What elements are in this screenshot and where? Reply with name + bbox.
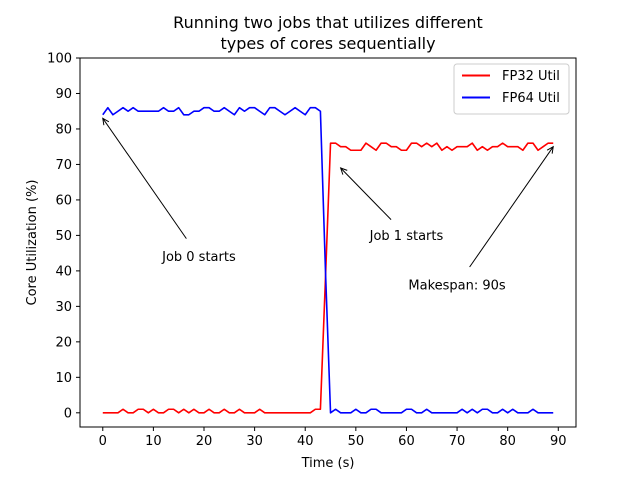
y-tick-label: 40 <box>55 264 72 279</box>
legend-label-fp64: FP64 Util <box>502 91 560 106</box>
annotation-label: Job 1 starts <box>369 229 444 244</box>
chart-title-line-1: Running two jobs that utilizes different <box>173 13 483 32</box>
x-tick-label: 0 <box>99 434 107 449</box>
x-tick-label: 90 <box>550 434 567 449</box>
legend-label-fp32: FP32 Util <box>502 69 560 84</box>
y-tick-label: 50 <box>55 229 72 244</box>
y-tick-label: 0 <box>64 406 72 421</box>
x-axis-ticks: 0 10 20 30 40 50 60 70 80 90 <box>99 427 567 449</box>
annotation-arrow <box>340 167 392 221</box>
annotation-arrowhead <box>339 167 348 175</box>
x-tick-label: 10 <box>145 434 162 449</box>
chart-title-line-2: types of cores sequentially <box>220 34 435 53</box>
y-tick-label: 30 <box>55 300 72 315</box>
y-axis-label: Core Utilization (%) <box>25 180 40 306</box>
y-tick-label: 100 <box>47 52 72 67</box>
plot-area <box>80 58 576 427</box>
x-tick-label: 20 <box>196 434 213 449</box>
y-tick-label: 80 <box>55 122 72 137</box>
legend: FP32 Util FP64 Util <box>453 63 570 115</box>
x-tick-label: 80 <box>499 434 516 449</box>
y-axis-ticks: 0 10 20 30 40 50 60 70 80 90 100 <box>47 52 80 421</box>
annotation-label: Job 0 starts <box>161 250 236 265</box>
y-tick-label: 90 <box>55 87 72 102</box>
x-tick-label: 50 <box>348 434 365 449</box>
y-tick-label: 20 <box>55 335 72 350</box>
y-tick-label: 70 <box>55 158 72 173</box>
annotation-arrow <box>469 146 554 268</box>
x-tick-label: 60 <box>398 434 415 449</box>
y-tick-label: 10 <box>55 371 72 386</box>
annotation-layer: Job 0 starts Job 1 starts Makespan: 90s <box>102 117 554 294</box>
x-axis-label: Time (s) <box>301 456 355 471</box>
annotation-arrowhead <box>102 117 110 126</box>
annotation-arrowhead <box>546 145 554 154</box>
annotation-label: Makespan: 90s <box>408 279 506 294</box>
series-line-fp64-util <box>102 106 554 414</box>
x-tick-label: 40 <box>297 434 314 449</box>
plot-frame <box>79 57 577 428</box>
y-tick-label: 60 <box>55 193 72 208</box>
series-layer <box>102 106 554 414</box>
x-tick-label: 30 <box>246 434 263 449</box>
series-line-fp32-util <box>102 142 554 414</box>
annotation-arrow <box>102 118 187 239</box>
x-tick-label: 70 <box>449 434 466 449</box>
